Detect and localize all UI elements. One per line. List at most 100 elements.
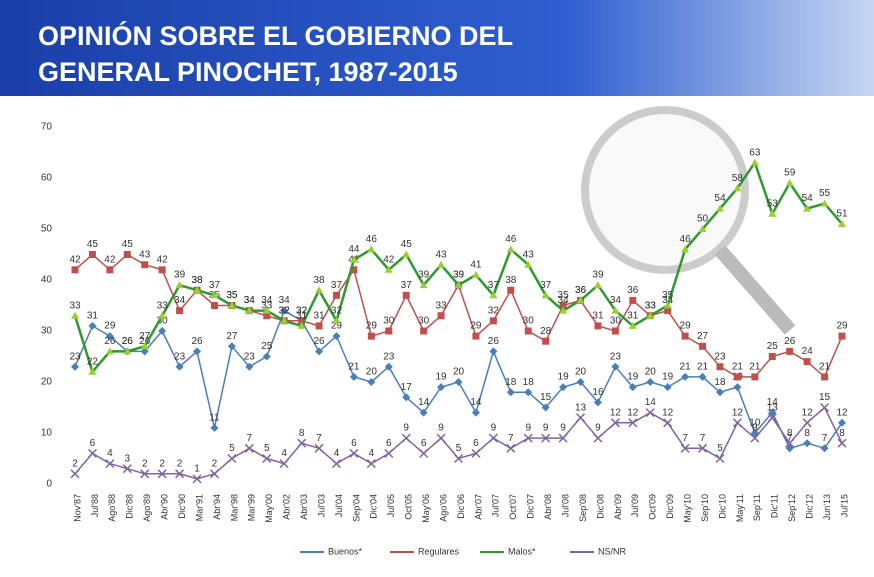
point bbox=[367, 245, 375, 252]
data-label: 32 bbox=[331, 305, 343, 316]
data-label: 20 bbox=[575, 367, 587, 378]
point bbox=[629, 297, 636, 304]
point bbox=[385, 328, 392, 335]
point bbox=[455, 455, 463, 463]
data-label: 51 bbox=[836, 209, 848, 220]
data-label: 9 bbox=[403, 423, 409, 434]
data-label: 12 bbox=[802, 407, 814, 418]
data-label: 26 bbox=[784, 336, 796, 347]
point bbox=[821, 404, 829, 412]
data-label: 36 bbox=[575, 285, 587, 296]
point bbox=[210, 470, 218, 478]
data-label: 21 bbox=[732, 362, 744, 373]
data-label: 45 bbox=[122, 239, 134, 250]
data-label: 34 bbox=[174, 295, 186, 306]
x-tick-label: Sep'12 bbox=[787, 494, 797, 522]
x-tick-label: Jul'03 bbox=[316, 494, 326, 517]
x-tick-label: Dic'04 bbox=[369, 494, 379, 519]
x-tick-label: Jul'04 bbox=[334, 494, 344, 517]
point bbox=[803, 419, 811, 427]
data-label: 58 bbox=[732, 173, 744, 184]
point bbox=[681, 373, 689, 381]
point bbox=[245, 444, 253, 452]
data-label: 55 bbox=[819, 188, 831, 199]
point bbox=[507, 388, 515, 396]
point bbox=[403, 292, 410, 299]
data-label: 50 bbox=[697, 214, 709, 225]
data-label: 30 bbox=[383, 316, 395, 327]
data-label: 38 bbox=[505, 275, 517, 286]
data-label: 12 bbox=[610, 407, 622, 418]
data-label: 4 bbox=[369, 448, 375, 459]
point bbox=[367, 460, 375, 468]
data-label: 35 bbox=[662, 290, 674, 301]
x-tick-label: Oct'05 bbox=[404, 494, 414, 520]
data-label: 9 bbox=[560, 423, 566, 434]
x-tick-label: Dic'07 bbox=[526, 494, 536, 519]
data-label: 26 bbox=[104, 336, 116, 347]
point bbox=[646, 409, 654, 417]
data-label: 17 bbox=[401, 382, 413, 393]
data-label: 32 bbox=[279, 305, 291, 316]
data-label: 2 bbox=[177, 458, 183, 469]
data-label: 5 bbox=[456, 443, 462, 454]
x-tick-label: Sep'10 bbox=[700, 494, 710, 522]
data-label: 33 bbox=[645, 300, 657, 311]
data-label: 23 bbox=[714, 351, 726, 362]
title-line: GENERAL PINOCHET, 1987-2015 bbox=[38, 57, 458, 87]
point bbox=[368, 333, 375, 340]
data-label: 63 bbox=[749, 147, 761, 158]
point bbox=[716, 455, 724, 463]
data-label: 7 bbox=[508, 433, 514, 444]
data-label: 7 bbox=[822, 433, 828, 444]
data-label: 31 bbox=[313, 311, 325, 322]
data-label: 12 bbox=[662, 407, 674, 418]
point bbox=[71, 312, 79, 319]
data-label: 29 bbox=[680, 321, 692, 332]
data-label: 45 bbox=[401, 239, 413, 250]
point bbox=[437, 434, 445, 442]
data-label: 6 bbox=[351, 438, 357, 449]
data-label: 37 bbox=[401, 280, 413, 291]
data-label: 33 bbox=[436, 300, 448, 311]
data-label: 25 bbox=[261, 341, 273, 352]
data-label: 34 bbox=[244, 295, 256, 306]
point bbox=[699, 343, 706, 350]
point bbox=[141, 261, 148, 268]
page: {"chart_data": {"type": "line", "title":… bbox=[0, 0, 874, 577]
x-tick-label: Abr'03 bbox=[299, 494, 309, 520]
data-label: 39 bbox=[174, 270, 186, 281]
y-tick-label: 40 bbox=[41, 275, 53, 286]
point bbox=[507, 444, 515, 452]
data-label: 8 bbox=[804, 428, 810, 439]
data-label: 54 bbox=[714, 193, 726, 204]
data-label: 14 bbox=[470, 397, 482, 408]
point bbox=[490, 317, 497, 324]
x-tick-label: Oct'09 bbox=[648, 494, 658, 520]
point bbox=[350, 449, 358, 457]
point bbox=[420, 449, 428, 457]
data-label: 31 bbox=[296, 311, 308, 322]
data-label: 43 bbox=[523, 249, 535, 260]
x-tick-label: Mar'99 bbox=[247, 494, 257, 521]
point bbox=[733, 383, 741, 391]
point bbox=[839, 333, 846, 340]
data-label: 37 bbox=[331, 280, 343, 291]
x-tick-label: Dic'09 bbox=[665, 494, 675, 519]
data-label: 46 bbox=[505, 234, 517, 245]
data-label: 45 bbox=[87, 239, 99, 250]
point bbox=[124, 251, 131, 258]
data-label: 8 bbox=[299, 428, 305, 439]
data-label: 39 bbox=[592, 270, 604, 281]
data-label: 34 bbox=[610, 295, 622, 306]
x-tick-label: May'06 bbox=[421, 494, 431, 523]
point bbox=[106, 460, 114, 468]
x-tick-label: Dic'08 bbox=[595, 494, 605, 519]
data-label: 8 bbox=[787, 428, 793, 439]
point bbox=[333, 292, 340, 299]
x-tick-label: Dic'12 bbox=[805, 494, 815, 519]
y-tick-label: 70 bbox=[41, 122, 53, 133]
data-label: 18 bbox=[523, 377, 535, 388]
point bbox=[472, 271, 480, 278]
data-label: 9 bbox=[525, 423, 531, 434]
